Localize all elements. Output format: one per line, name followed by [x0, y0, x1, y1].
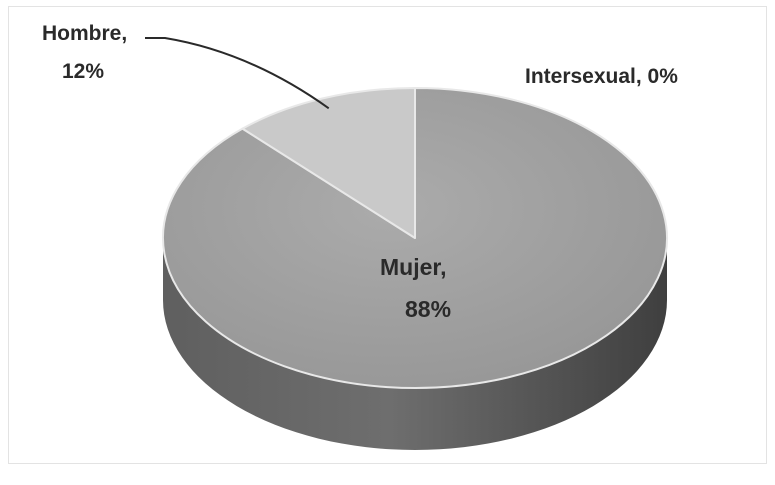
slice-label-mujer-name: Mujer, [380, 254, 446, 280]
slice-label-hombre-value: 12% [62, 60, 104, 83]
slice-label-hombre-name: Hombre, [42, 22, 127, 45]
pie-slice-hombre [241, 87, 416, 239]
slice-label-mujer-value: 88% [405, 296, 451, 322]
slice-label-intersexual: Intersexual, 0% [525, 65, 678, 88]
leader-line-hombre [145, 37, 330, 110]
pie-side-wall [163, 238, 667, 450]
